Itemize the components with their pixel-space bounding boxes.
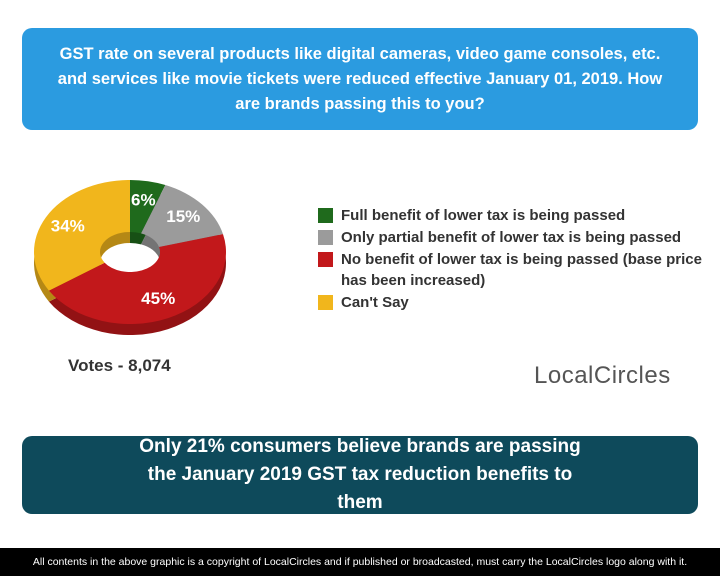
legend-swatch (318, 295, 333, 310)
slice (130, 180, 166, 234)
copyright-text: All contents in the above graphic is a c… (32, 556, 688, 568)
legend-label: No benefit of lower tax is being passed … (341, 251, 702, 289)
legend-item: Can't Say (318, 292, 708, 313)
data-label: 45% (141, 289, 175, 308)
conclusion-banner: Only 21% consumers believe brands are pa… (22, 436, 698, 514)
slice (48, 234, 226, 324)
chart-title: GST rate on several products like digita… (57, 44, 663, 113)
slice (34, 180, 131, 291)
question-banner: GST rate on several products like digita… (22, 28, 698, 130)
legend-label: Only partial benefit of lower tax is bei… (341, 229, 682, 246)
votes-count: Votes - 8,074 (68, 356, 171, 375)
legend-swatch (318, 252, 333, 267)
data-label: 6% (131, 190, 156, 209)
logo: LocalCircles (534, 362, 671, 389)
legend-item: Only partial benefit of lower tax is bei… (318, 227, 708, 248)
conclusion-text: Only 21% consumers believe brands are pa… (139, 436, 581, 513)
legend-item: Full benefit of lower tax is being passe… (318, 205, 708, 226)
legend-item: No benefit of lower tax is being passed … (318, 249, 708, 291)
data-label: 34% (51, 216, 85, 235)
slice (141, 185, 223, 248)
data-label: 15% (166, 207, 200, 226)
legend: Full benefit of lower tax is being passe… (318, 205, 708, 314)
donut-chart: 6% 15% 45% 34% (34, 180, 226, 335)
footer: All contents in the above graphic is a c… (0, 548, 720, 576)
legend-swatch (318, 230, 333, 245)
legend-label: Can't Say (341, 294, 409, 311)
legend-swatch (318, 208, 333, 223)
legend-label: Full benefit of lower tax is being passe… (341, 207, 626, 224)
